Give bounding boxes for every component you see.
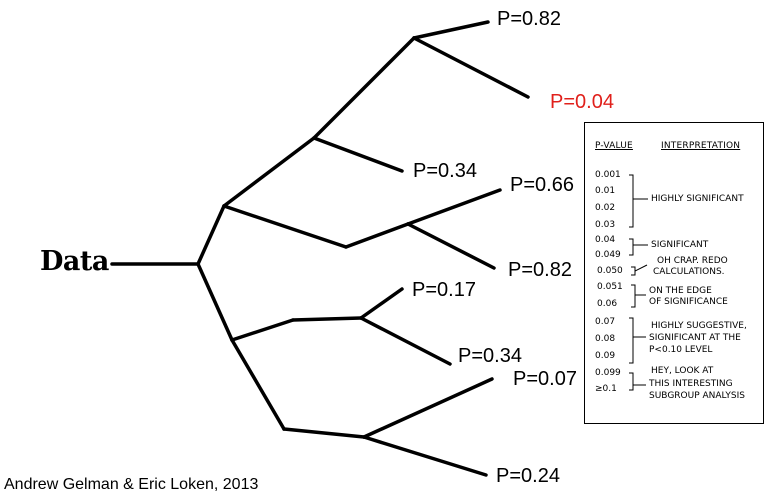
pvalue-entry: 0.09 bbox=[595, 351, 616, 361]
tree-edge bbox=[359, 316, 452, 366]
pvalue-entry: ≥0.1 bbox=[595, 384, 617, 394]
credit-line: Andrew Gelman & Eric Loken, 2013 bbox=[4, 476, 259, 493]
leaf-pvalue-label: P=0.82 bbox=[497, 8, 561, 30]
tree-edge bbox=[291, 316, 363, 322]
leaf-pvalue-label: P=0.24 bbox=[496, 465, 560, 487]
leaf-pvalue-label: P=0.34 bbox=[458, 345, 522, 367]
leaf-pvalue-label: P=0.07 bbox=[513, 368, 577, 390]
tree-edge bbox=[344, 222, 410, 249]
tree-edge bbox=[196, 262, 234, 342]
interpretation-line: THIS INTERESTING bbox=[649, 379, 733, 389]
tree-edge bbox=[230, 318, 295, 342]
interpretation-line: HIGHLY SIGNIFICANT bbox=[651, 194, 744, 204]
tree-edge bbox=[412, 36, 530, 99]
pvalue-interpretation-table: P-VALUE INTERPRETATION 0.001 0.01 0.02 0… bbox=[584, 122, 764, 424]
pvalue-entry: 0.04 bbox=[595, 235, 616, 245]
pvalue-entry: 0.051 bbox=[597, 282, 623, 292]
interpretation-line: HIGHLY SUGGESTIVE, bbox=[651, 321, 747, 331]
pvalue-entry: 0.03 bbox=[595, 220, 616, 230]
pvalue-entry: 0.07 bbox=[595, 317, 616, 327]
leaf-pvalue-label-highlighted: P=0.04 bbox=[550, 91, 614, 113]
tree-edge bbox=[312, 36, 416, 140]
tree-edge bbox=[196, 204, 226, 266]
interpretation-line: OH CRAP. REDO bbox=[657, 256, 728, 266]
tree-edge bbox=[222, 136, 316, 208]
leaf-pvalue-label: P=0.66 bbox=[510, 174, 574, 196]
pvalue-entry: 0.02 bbox=[595, 203, 616, 213]
interpretation-line: SIGNIFICANT bbox=[651, 240, 709, 250]
tree-edge bbox=[230, 338, 286, 431]
pvalue-entry: 0.08 bbox=[595, 334, 616, 344]
interpretation-line: OF SIGNIFICANCE bbox=[649, 297, 728, 307]
pvalue-entry: 0.01 bbox=[595, 186, 616, 196]
pvalue-entry: 0.050 bbox=[597, 266, 623, 276]
pvalue-entry: 0.049 bbox=[595, 250, 621, 260]
tree-edge bbox=[359, 287, 404, 320]
interpretation-line: ON THE EDGE bbox=[649, 286, 712, 296]
pvalue-entry: 0.099 bbox=[595, 368, 621, 378]
interpretation-line: SIGNIFICANT AT THE bbox=[649, 333, 741, 343]
root-label: Data bbox=[40, 246, 109, 277]
tree-edge bbox=[282, 427, 366, 439]
tree-edge bbox=[222, 204, 348, 249]
tree-edge bbox=[312, 136, 404, 173]
interpretation-line: P<0.10 LEVEL bbox=[649, 345, 713, 355]
pvalue-entry: 0.06 bbox=[597, 299, 618, 309]
tree-edge bbox=[362, 435, 488, 477]
leaf-pvalue-label: P=0.34 bbox=[413, 160, 477, 182]
tree-edge bbox=[412, 20, 490, 40]
pvalue-entry: 0.001 bbox=[595, 170, 621, 180]
interpretation-line: SUBGROUP ANALYSIS bbox=[649, 391, 745, 401]
leaf-pvalue-label: P=0.82 bbox=[508, 259, 572, 281]
bracket-lines bbox=[629, 174, 648, 391]
tree-edge bbox=[406, 188, 502, 226]
interpretation-line: CALCULATIONS. bbox=[653, 267, 725, 277]
tree-edge bbox=[362, 377, 494, 439]
pvalue-column-header: P-VALUE bbox=[595, 141, 633, 151]
tree-edge bbox=[406, 222, 496, 270]
interpretation-column-header: INTERPRETATION bbox=[661, 141, 741, 151]
leaf-pvalue-label: P=0.17 bbox=[412, 279, 476, 301]
interpretation-line: HEY, LOOK AT bbox=[651, 366, 714, 376]
